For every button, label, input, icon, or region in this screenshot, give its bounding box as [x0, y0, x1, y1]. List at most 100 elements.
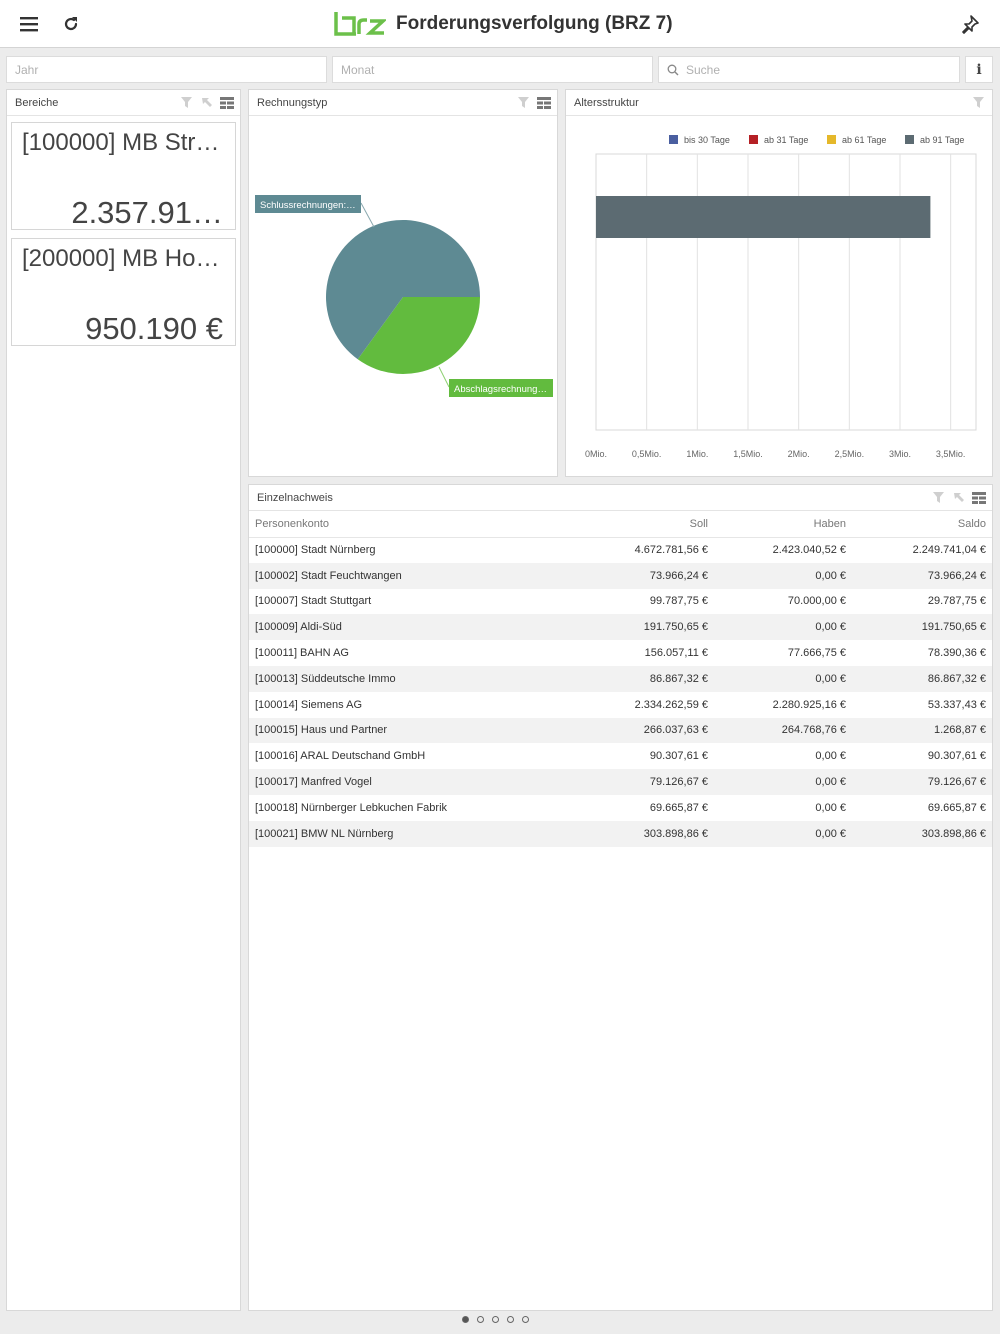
column-header[interactable]: Haben	[714, 511, 852, 538]
table-row[interactable]: [100021] BMW NL Nürnberg 303.898,86 €0,00…	[249, 820, 992, 847]
x-tick-label: 2,5Mio.	[835, 449, 865, 459]
legend-swatch	[749, 135, 758, 144]
table-row[interactable]: [100014] Siemens AG 2.334.262,59 € 2.280.9…	[249, 692, 992, 718]
select-arrow-icon[interactable]	[200, 96, 214, 110]
year-filter[interactable]	[6, 56, 327, 83]
page-title: Forderungsverfolgung (BRZ 7)	[396, 13, 673, 34]
soll-cell: 156.057,11 €	[644, 647, 708, 660]
table-view-icon[interactable]	[972, 491, 986, 505]
haben-cell: 0,00 €	[714, 562, 852, 589]
account-cell: [100000] Stadt Nürnberg	[255, 544, 376, 557]
table-row[interactable]: [100017] Manfred Vogel 79.126,67 €0,00 €7…	[249, 769, 992, 795]
x-tick-label: 3,5Mio.	[936, 449, 966, 459]
table-row[interactable]: [100013] Süddeutsche Immo 86.867,32 €0,00…	[249, 665, 992, 692]
pie-label: Schlussrechnungen:…	[260, 200, 356, 211]
info-button[interactable]: i	[965, 56, 993, 83]
einzelnachweis-panel: Einzelnachweis Personenkonto Soll Haben …	[248, 484, 993, 1311]
table-view-icon[interactable]	[537, 96, 551, 110]
page-dot[interactable]	[492, 1316, 499, 1323]
haben-cell: 2.280.925,16 €	[772, 698, 846, 711]
table-row[interactable]: [100007] Stadt Stuttgart 99.787,75 € 70.00…	[249, 589, 992, 615]
select-arrow-icon[interactable]	[952, 491, 966, 505]
saldo-cell: 73.966,24 €	[852, 562, 992, 589]
plot-frame	[595, 153, 977, 431]
soll-cell: 79.126,67 €	[579, 769, 714, 795]
saldo-cell: 79.126,67 €	[852, 769, 992, 795]
bar[interactable]	[596, 196, 931, 238]
table-row[interactable]: [100016] ARAL Deutschand GmbH 90.307,61 €…	[249, 743, 992, 769]
tile-value: 950.190 €	[85, 311, 223, 346]
page-dot[interactable]	[477, 1316, 484, 1323]
haben-cell: 0,00 €	[714, 820, 852, 847]
x-tick-label: 3Mio.	[889, 449, 911, 459]
page-dot[interactable]	[462, 1316, 469, 1323]
account-cell: [100021] BMW NL Nürnberg	[249, 820, 579, 847]
account-cell: [100013] Süddeutsche Immo	[249, 665, 579, 692]
month-input[interactable]	[341, 62, 652, 77]
einzelnachweis-table: Personenkonto Soll Haben Saldo [100000] …	[249, 511, 992, 847]
table-row[interactable]: [100018] Nürnberger Lebkuchen Fabrik 69.6…	[249, 795, 992, 821]
account-cell: [100014] Siemens AG	[255, 698, 363, 711]
legend-label[interactable]: bis 30 Tage	[684, 135, 730, 145]
column-header[interactable]: Personenkonto	[249, 511, 579, 538]
filter-clear-icon[interactable]	[932, 491, 946, 505]
account-cell: [100016] ARAL Deutschand GmbH	[255, 750, 426, 763]
x-tick-label: 0,5Mio.	[632, 449, 662, 459]
column-header[interactable]: Saldo	[852, 511, 992, 538]
label-leader	[360, 202, 375, 228]
legend-swatch	[669, 135, 678, 144]
page-dot[interactable]	[507, 1316, 514, 1323]
table-view-icon[interactable]	[220, 96, 234, 110]
search-input[interactable]	[686, 62, 959, 77]
pin-icon[interactable]	[954, 8, 986, 40]
tile-name: [200000] MB Ho…	[22, 245, 220, 272]
account-cell: [100011] BAHN AG	[255, 647, 349, 660]
soll-cell: 69.665,87 €	[649, 801, 708, 814]
soll-cell: 303.898,86 €	[579, 820, 714, 847]
haben-cell: 0,00 €	[714, 769, 852, 795]
legend-label[interactable]: ab 31 Tage	[764, 135, 808, 145]
table-header-row: Personenkonto Soll Haben Saldo	[249, 511, 992, 538]
page-dot[interactable]	[522, 1316, 529, 1323]
rechnungstyp-title: Rechnungstyp	[257, 96, 328, 109]
menu-icon[interactable]	[13, 8, 45, 40]
pie-slice[interactable]	[357, 297, 480, 374]
rechnungstyp-pie-chart: Schlussrechnungen:… Abschlagsrechnung…	[255, 195, 553, 397]
column-header[interactable]: Soll	[579, 511, 714, 538]
soll-cell: 86.867,32 €	[579, 665, 714, 692]
bereiche-panel: Bereiche [100000] MB Str… 2.357.91… [200…	[6, 89, 241, 1311]
table-row[interactable]: [100011] BAHN AG 156.057,11 € 77.666,75 € 7…	[249, 640, 992, 666]
refresh-icon[interactable]	[55, 8, 87, 40]
rechnungstyp-panel: Rechnungstyp Schlussrechnungen:… Abschlag…	[248, 89, 558, 477]
table-row[interactable]: [100000] Stadt Nürnberg 4.672.781,56 € 2.4…	[249, 537, 992, 563]
saldo-cell: 303.898,86 €	[852, 820, 992, 847]
table-row[interactable]: [100015] Haus und Partner 266.037,63 €264…	[249, 717, 992, 744]
account-cell: [100009] Aldi-Süd	[249, 614, 579, 641]
legend-label[interactable]: ab 91 Tage	[920, 135, 964, 145]
x-tick-label: 2Mio.	[788, 449, 810, 459]
filter-clear-icon[interactable]	[517, 96, 531, 110]
filter-clear-icon[interactable]	[972, 96, 986, 110]
month-filter[interactable]	[332, 56, 653, 83]
saldo-cell: 78.390,36 €	[927, 647, 986, 660]
pie-slice[interactable]	[326, 220, 480, 360]
pie-label: Abschlagsrechnung…	[454, 384, 547, 395]
filter-clear-icon[interactable]	[180, 96, 194, 110]
account-cell: [100002] Stadt Feuchtwangen	[249, 562, 579, 589]
haben-cell: 77.666,75 €	[787, 647, 846, 660]
legend-swatch	[905, 135, 914, 144]
year-input[interactable]	[15, 62, 326, 77]
x-tick-label: 1,5Mio.	[733, 449, 763, 459]
bereich-tile[interactable]: [200000] MB Ho… 950.190 €	[11, 238, 236, 346]
haben-cell: 0,00 €	[815, 750, 846, 763]
saldo-cell: 69.665,87 €	[927, 801, 986, 814]
search-field[interactable]	[658, 56, 960, 83]
table-row[interactable]: [100009] Aldi-Süd 191.750,65 €0,00 €191.7…	[249, 614, 992, 641]
altersstruktur-panel: Altersstruktur bis 30 Tage ab 31 Tage ab 6…	[565, 89, 993, 477]
info-icon: i	[976, 61, 982, 78]
soll-cell: 73.966,24 €	[579, 562, 714, 589]
saldo-cell: 191.750,65 €	[852, 614, 992, 641]
bereich-tile[interactable]: [100000] MB Str… 2.357.91…	[11, 122, 236, 230]
table-row[interactable]: [100002] Stadt Feuchtwangen 73.966,24 €0,…	[249, 562, 992, 589]
legend-label[interactable]: ab 61 Tage	[842, 135, 886, 145]
